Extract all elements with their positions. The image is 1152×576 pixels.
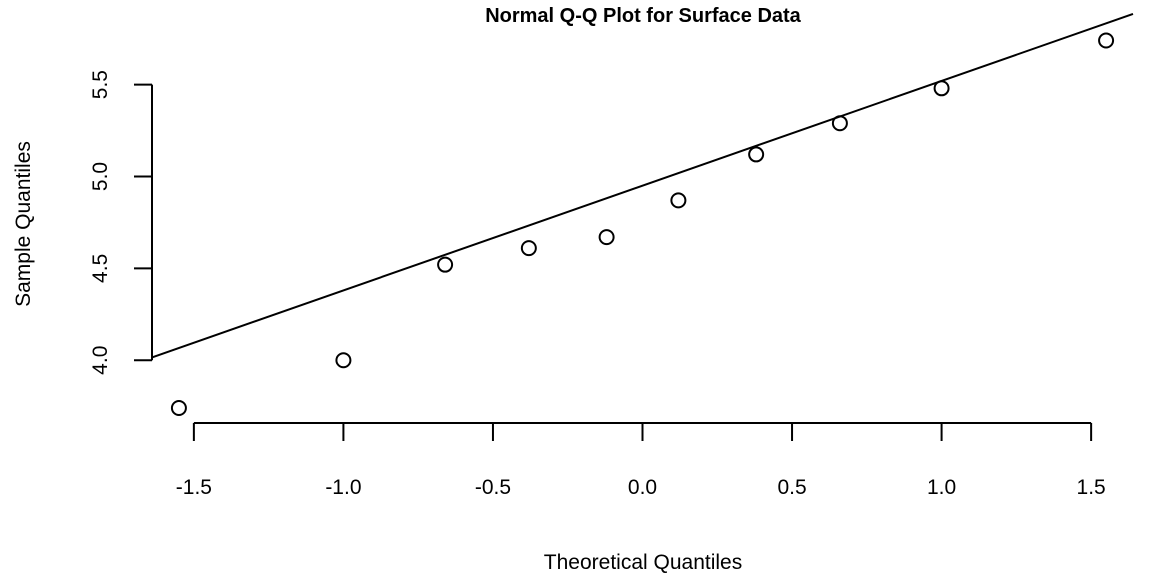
x-tick-label: -1.5: [176, 476, 212, 499]
y-tick-label: 5.0: [89, 162, 112, 191]
x-tick-label: 0.5: [777, 476, 806, 499]
x-tick-label: -1.0: [325, 476, 361, 499]
qq-point: [437, 256, 454, 273]
qq-point: [598, 229, 615, 246]
x-axis: -1.5 -1.0 -0.5 0.0 0.5 1.0 1.5: [176, 422, 1106, 499]
reference-line-group: [151, 12, 1134, 359]
x-tick-label: 1.5: [1077, 476, 1106, 499]
qq-point: [335, 352, 352, 369]
data-points: [170, 32, 1115, 416]
x-tick-label: -0.5: [475, 476, 511, 499]
qq-point: [933, 80, 950, 97]
y-tick-label: 4.0: [89, 346, 112, 375]
qq-point: [520, 240, 537, 257]
y-axis: 4.0 4.5 5.0 5.5: [89, 70, 153, 375]
qq-point: [170, 400, 187, 416]
chart-title: Normal Q-Q Plot for Surface Data: [485, 5, 801, 27]
qq-point: [748, 146, 765, 163]
x-axis-label: Theoretical Quantiles: [544, 551, 742, 574]
qq-point: [831, 115, 848, 132]
qq-point: [1098, 32, 1115, 49]
qq-point: [670, 192, 687, 209]
x-tick-label: 0.0: [628, 476, 657, 499]
y-tick-label: 4.5: [89, 254, 112, 283]
qq-reference-line: [151, 12, 1134, 359]
y-tick-label: 5.5: [89, 70, 112, 99]
x-tick-label: 1.0: [927, 476, 956, 499]
y-axis-label: Sample Quantiles: [12, 141, 35, 307]
